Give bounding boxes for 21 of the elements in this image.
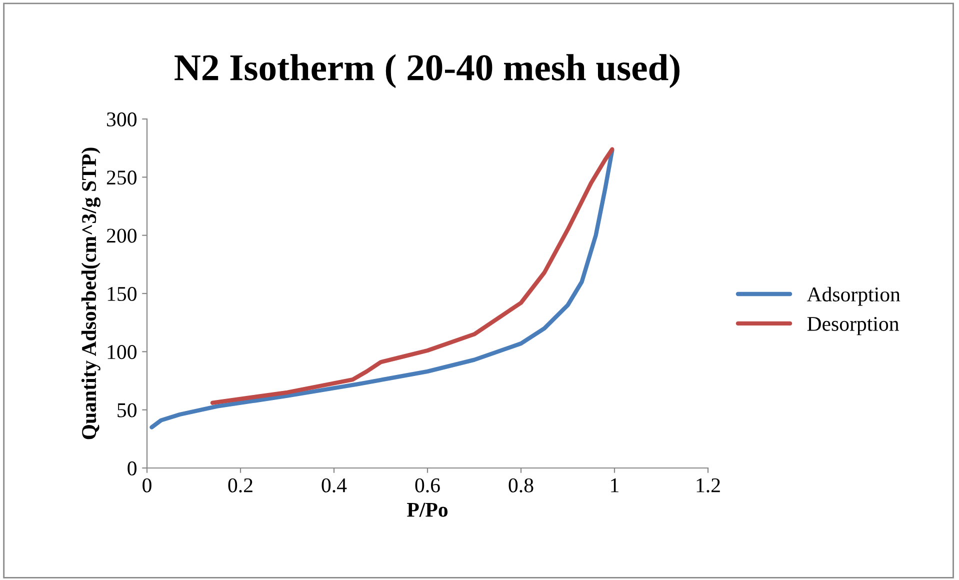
x-tick-label: 1.2 bbox=[696, 478, 720, 492]
y-tick-label: 0 bbox=[128, 461, 136, 476]
legend-label: Adsorption bbox=[806, 286, 900, 306]
x-tick-label: 0.6 bbox=[415, 478, 440, 492]
y-axis-title: Quantity Adsorbed(cm^3/g STP) bbox=[81, 148, 100, 440]
y-tick-label: 200 bbox=[106, 228, 136, 243]
chart-title: N2 Isotherm ( 20-40 mesh used) bbox=[174, 54, 680, 88]
x-tick-label: 0.2 bbox=[228, 478, 252, 492]
y-tick-label: 50 bbox=[118, 403, 136, 418]
line-series bbox=[150, 148, 614, 430]
y-tick-label: 100 bbox=[108, 345, 136, 360]
y-tick-label: 150 bbox=[108, 286, 136, 301]
x-tick-label: 0.8 bbox=[508, 478, 534, 492]
y-tick-label: 300 bbox=[107, 112, 136, 126]
x-tick-label: 1 bbox=[611, 478, 618, 492]
y-tick-label: 250 bbox=[106, 170, 136, 185]
line-series bbox=[210, 147, 614, 405]
x-tick-label: 0.4 bbox=[322, 478, 347, 492]
legend-label: Desorption bbox=[807, 316, 899, 336]
x-axis-title: P/Po bbox=[407, 502, 448, 517]
x-tick-label: 0 bbox=[142, 478, 152, 492]
